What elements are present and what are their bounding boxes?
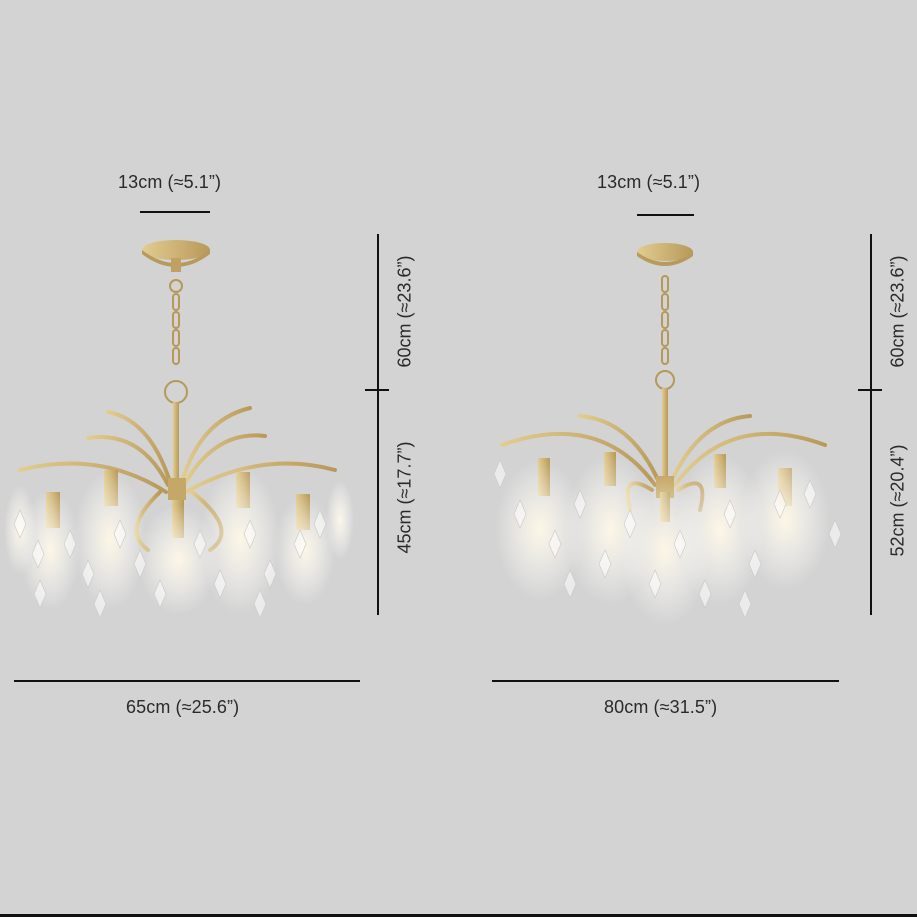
bottom-border [0, 914, 917, 917]
right-canopy-dimension-line [637, 214, 694, 216]
right-body-height-label: 52cm (≈20.4”) [887, 444, 908, 557]
right-chandelier-image [493, 243, 842, 625]
left-canopy-dimension-label: 13cm (≈5.1”) [118, 172, 222, 192]
right-diameter-dimension-line [492, 680, 839, 682]
right-height-divider-tick [858, 389, 882, 391]
left-height-divider-tick [365, 389, 389, 391]
left-body-height-label: 45cm (≈17.7”) [394, 441, 415, 554]
right-chain-length-label: 60cm (≈23.6”) [887, 255, 908, 368]
right-canopy-dimension-label: 13cm (≈5.1”) [597, 172, 701, 192]
left-diameter-dimension-line [14, 680, 360, 682]
left-height-dimension-line [377, 234, 379, 615]
left-diameter-label: 65cm (≈25.6”) [126, 697, 240, 717]
right-diameter-label: 80cm (≈31.5”) [604, 697, 718, 717]
right-height-dimension-line [870, 234, 872, 615]
left-canopy-dimension-line [140, 211, 210, 213]
left-chain-length-label: 60cm (≈23.6”) [394, 255, 415, 368]
left-chandelier-image [4, 240, 354, 619]
